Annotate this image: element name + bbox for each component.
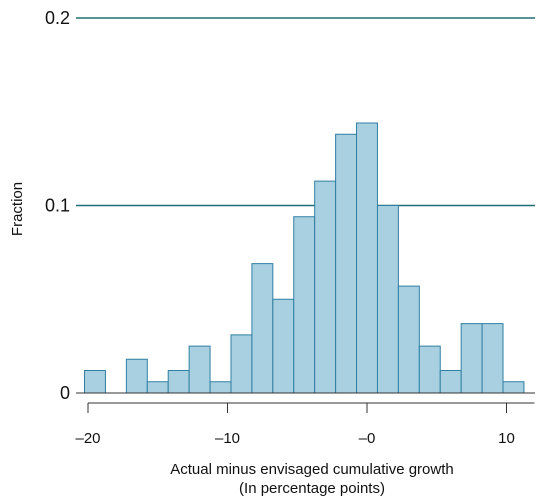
histogram-bar [231, 335, 252, 393]
histogram-bar [503, 382, 524, 393]
x-axis-sublabel: (In percentage points) [239, 480, 385, 497]
histogram-bar [126, 359, 147, 393]
histogram-bar [398, 286, 419, 393]
histogram-bar [168, 371, 189, 394]
histogram-bar [273, 299, 294, 393]
x-tick-label: 10 [498, 430, 515, 447]
histogram-bar [315, 181, 336, 393]
gridlines [76, 18, 535, 206]
histogram-bar [189, 346, 210, 393]
x-tick-label: –10 [215, 430, 240, 447]
histogram-bar [377, 206, 398, 394]
y-tick-label: 0.1 [45, 196, 70, 216]
histogram-bar [357, 123, 378, 393]
histogram-bar [461, 324, 482, 393]
bars [85, 123, 524, 393]
x-tick-label: –0 [359, 430, 376, 447]
y-axis-label: Fraction [9, 182, 26, 236]
x-axis-label: Actual minus envisaged cumulative growth [170, 461, 453, 478]
y-tick-label: 0 [60, 383, 70, 403]
histogram-bar [85, 371, 106, 394]
histogram-bar [482, 324, 503, 393]
histogram-bar [440, 371, 461, 394]
y-tick-label: 0.2 [45, 8, 70, 28]
histogram-bar [210, 382, 231, 393]
histogram-bar [147, 382, 168, 393]
histogram-bar [419, 346, 440, 393]
x-tick-label: –20 [75, 430, 100, 447]
histogram-bar [336, 134, 357, 393]
histogram-bar [252, 264, 273, 393]
histogram-bar [294, 217, 315, 393]
